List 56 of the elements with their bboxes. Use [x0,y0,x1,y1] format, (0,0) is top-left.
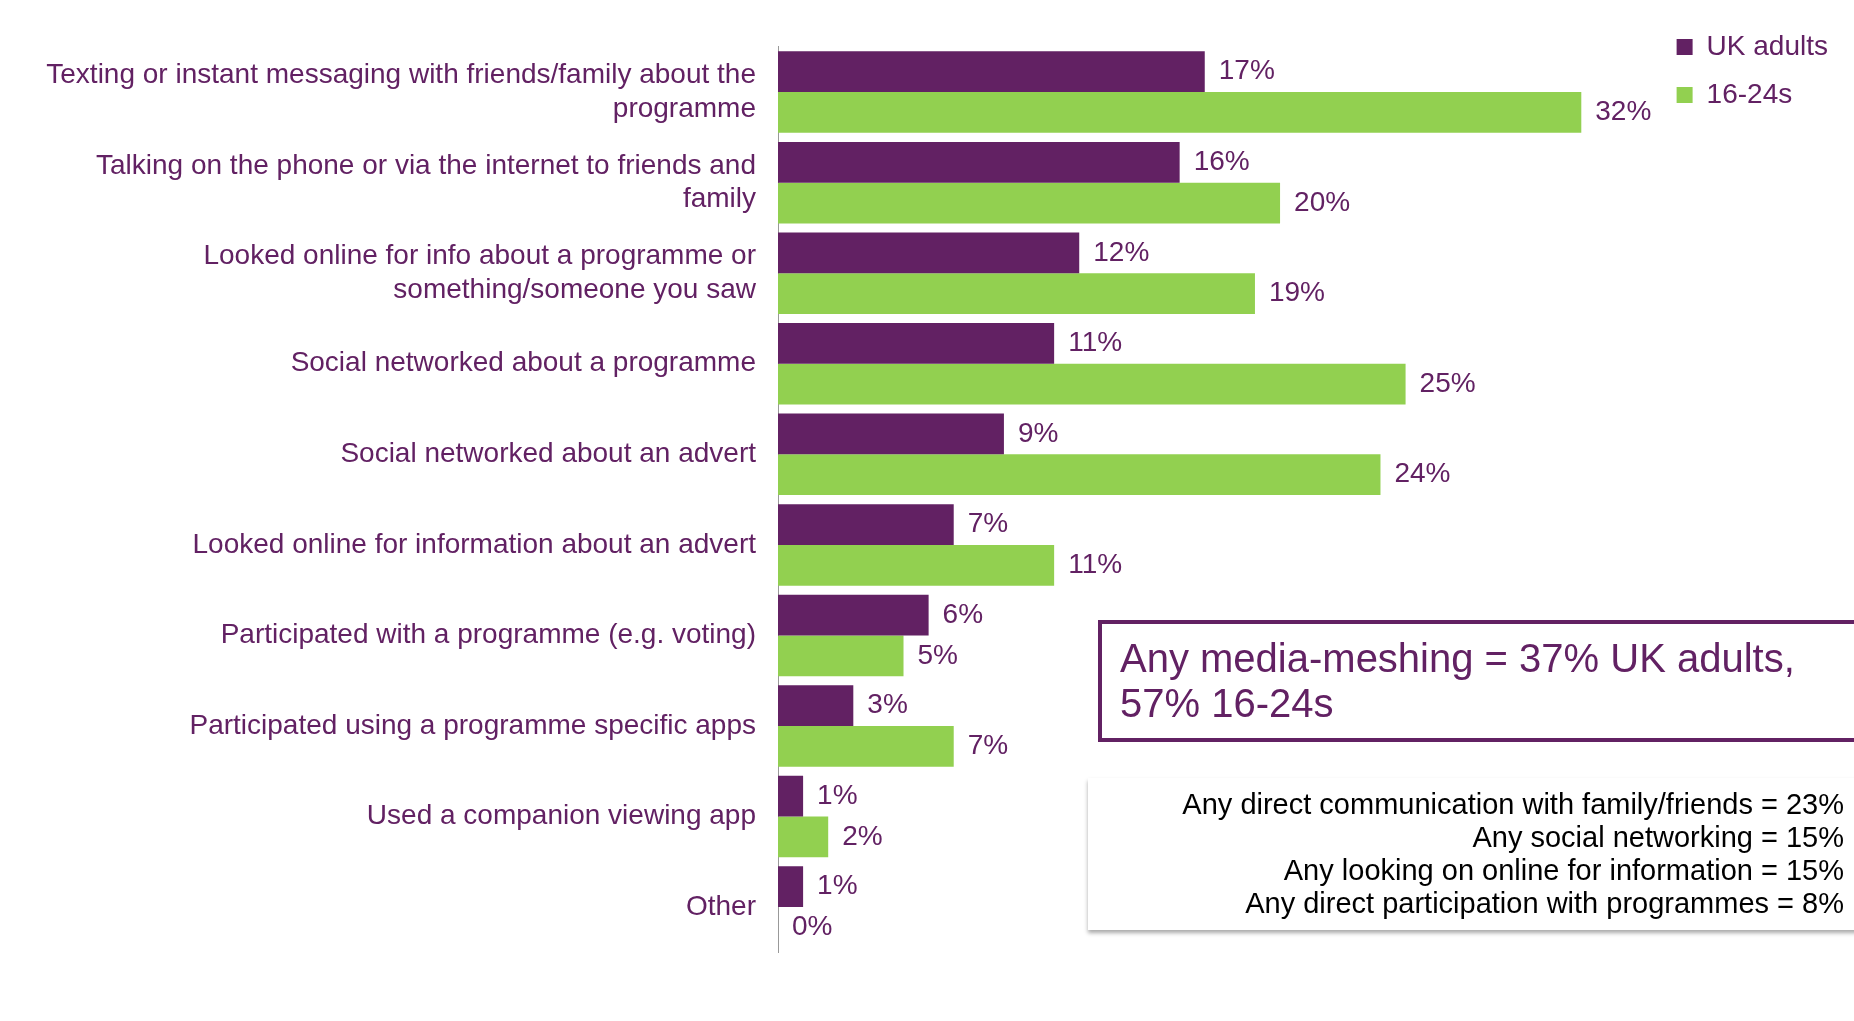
data-label: 1% [817,869,858,901]
y-tick-label: Looked online for information about an advert [192,527,757,559]
bar [778,363,1406,405]
bar [778,323,1055,364]
data-label: 1% [817,778,858,810]
bar [778,413,1004,455]
legend-label: UK adults [1706,29,1829,61]
bar [778,544,1055,586]
data-label: 16% [1193,144,1250,176]
data-label: 25% [1419,366,1476,398]
bar [778,454,1381,496]
data-label: 17% [1218,54,1275,86]
y-tick-label: Texting or instant messaging with friends/family about the programme [46,58,756,123]
bar [778,775,804,817]
legend-label: 16-24s [1706,77,1793,109]
data-label: 20% [1294,185,1351,217]
data-label: 7% [967,729,1009,761]
y-tick-label: Participated using a programme specific apps [189,708,756,740]
annotation: Any direct communication with family/friends = 23% [1181,788,1844,821]
data-label: 24% [1394,457,1451,489]
y-tick-label: Other [685,889,756,921]
y-tick-label: Participated with a programme (e.g. voting) [220,618,756,650]
bar [778,273,1255,314]
y-tick-label: Looked online for info about a programme or something/someone you saw [203,239,757,304]
bar [778,685,854,726]
data-label: 11% [1068,326,1123,358]
text-panel: Any media-meshing = 37% UK adults, 57% 16-24s [1098,620,1854,742]
bar [778,92,1582,133]
bar [778,635,904,677]
bar [778,866,804,908]
y-tick-label: Social networked about an advert [340,437,757,469]
data-label: 32% [1595,95,1652,127]
bar [778,594,929,636]
bar [778,182,1281,224]
annotation: Any social networking = 15% [1471,821,1844,854]
data-label: 12% [1093,235,1150,267]
data-label: 5% [917,638,958,670]
bar [778,51,1205,93]
annotation: Any looking on online for information = 15% [1282,854,1844,887]
bar [778,816,829,858]
bar [778,726,954,767]
annotation: Any direct participation with programmes = 8% [1244,887,1844,920]
data-label: 3% [867,688,908,720]
bar [778,232,1080,274]
bar [778,141,1180,183]
y-tick-label: Social networked about a programme [290,346,756,378]
y-tick-label: Talking on the phone or via the internet to friends and family [96,148,756,214]
y-tick-label: Used a companion viewing app [366,799,756,831]
data-label: 9% [1017,416,1059,448]
data-label: 0% [792,910,833,942]
data-label: 2% [842,819,883,851]
data-label: 6% [942,597,984,629]
data-label: 19% [1268,276,1326,308]
bar [778,504,954,545]
data-label: 11% [1068,547,1123,579]
data-label: 7% [967,507,1009,539]
